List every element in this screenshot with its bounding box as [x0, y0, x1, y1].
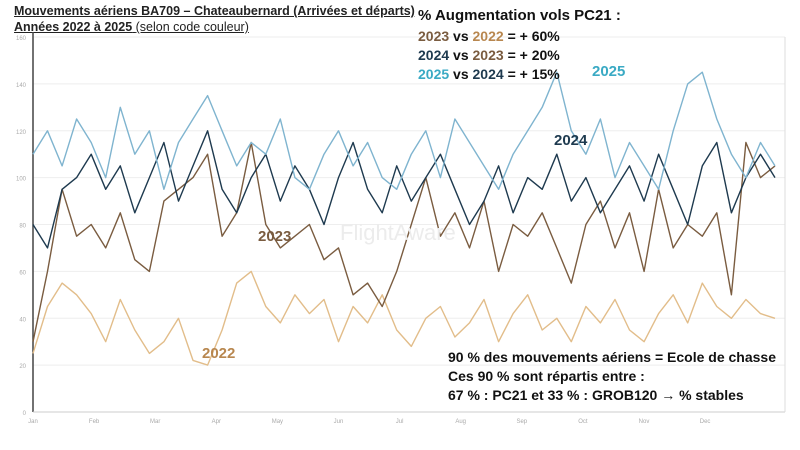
x-tick-label: Sep [516, 419, 527, 425]
year-a: 2025 [418, 66, 450, 82]
x-tick-label: Apr [212, 419, 221, 425]
increase-row: 2024 vs 2023 = + 20% [418, 46, 560, 65]
year-b: 2022 [472, 28, 504, 44]
subtitle-note: (selon code couleur) [135, 20, 249, 34]
vs-text: vs [453, 66, 469, 82]
increase-table: 2023 vs 2022 = + 60% 2024 vs 2023 = + 20… [418, 27, 560, 84]
year-b: 2023 [472, 47, 504, 63]
increase-row: 2025 vs 2024 = + 15% [418, 65, 560, 84]
note-line: Ces 90 % sont répartis entre : [448, 368, 645, 384]
title-text: Mouvements aériens BA709 – Chateaubernar… [14, 4, 415, 18]
year-a: 2023 [418, 28, 450, 44]
chart-title: Mouvements aériens BA709 – Chateaubernar… [14, 4, 415, 18]
x-tick-label: Aug [455, 419, 466, 425]
vs-text: vs [453, 47, 469, 63]
series-line-2023 [32, 141, 776, 342]
note-line: 90 % des mouvements aériens = Ecole de c… [448, 349, 777, 365]
x-tick-label: May [272, 419, 283, 425]
y-tick-label: 160 [16, 36, 27, 42]
y-tick-label: 60 [19, 270, 26, 276]
series-line-2022 [32, 270, 776, 366]
increase-row: 2023 vs 2022 = + 60% [418, 27, 560, 46]
y-tick-label: 120 [16, 130, 27, 136]
series-label-2023: 2023 [258, 228, 292, 245]
y-tick-label: 100 [16, 177, 27, 183]
series-label-2025: 2025 [592, 63, 626, 80]
series-line-2025 [32, 71, 776, 191]
y-tick-label: 20 [19, 364, 26, 370]
x-tick-label: Jul [396, 419, 404, 425]
increase-value: = + 20% [507, 47, 560, 63]
x-tick-label: Jan [28, 419, 38, 425]
y-tick-label: 40 [19, 317, 26, 323]
chart-subtitle: Années 2022 à 2025 (selon code couleur) [14, 20, 249, 34]
increase-value: = + 60% [507, 28, 560, 44]
x-tick-label: Nov [639, 419, 650, 425]
x-tick-label: Dec [700, 419, 711, 425]
increase-heading: % Augmentation vols PC21 : [418, 7, 621, 24]
bottom-note: 90 % des mouvements aériens = Ecole de c… [448, 348, 776, 405]
x-tick-label: Feb [89, 419, 100, 425]
year-b: 2024 [472, 66, 504, 82]
x-tick-label: Jun [334, 419, 344, 425]
y-tick-label: 0 [23, 411, 27, 417]
watermark: FlightAware [340, 220, 456, 245]
year-a: 2024 [418, 47, 450, 63]
series-label-2024: 2024 [554, 132, 588, 149]
x-tick-label: Oct [578, 419, 588, 425]
y-tick-label: 140 [16, 83, 27, 89]
x-tick-label: Mar [150, 419, 160, 425]
y-tick-label: 80 [19, 224, 26, 230]
series-label-2022: 2022 [202, 345, 236, 362]
vs-text: vs [453, 28, 469, 44]
note-line: 67 % : PC21 et 33 % : GROB120 → % stable… [448, 387, 744, 403]
increase-value: = + 15% [507, 66, 560, 82]
subtitle-years: Années 2022 à 2025 [14, 20, 133, 34]
